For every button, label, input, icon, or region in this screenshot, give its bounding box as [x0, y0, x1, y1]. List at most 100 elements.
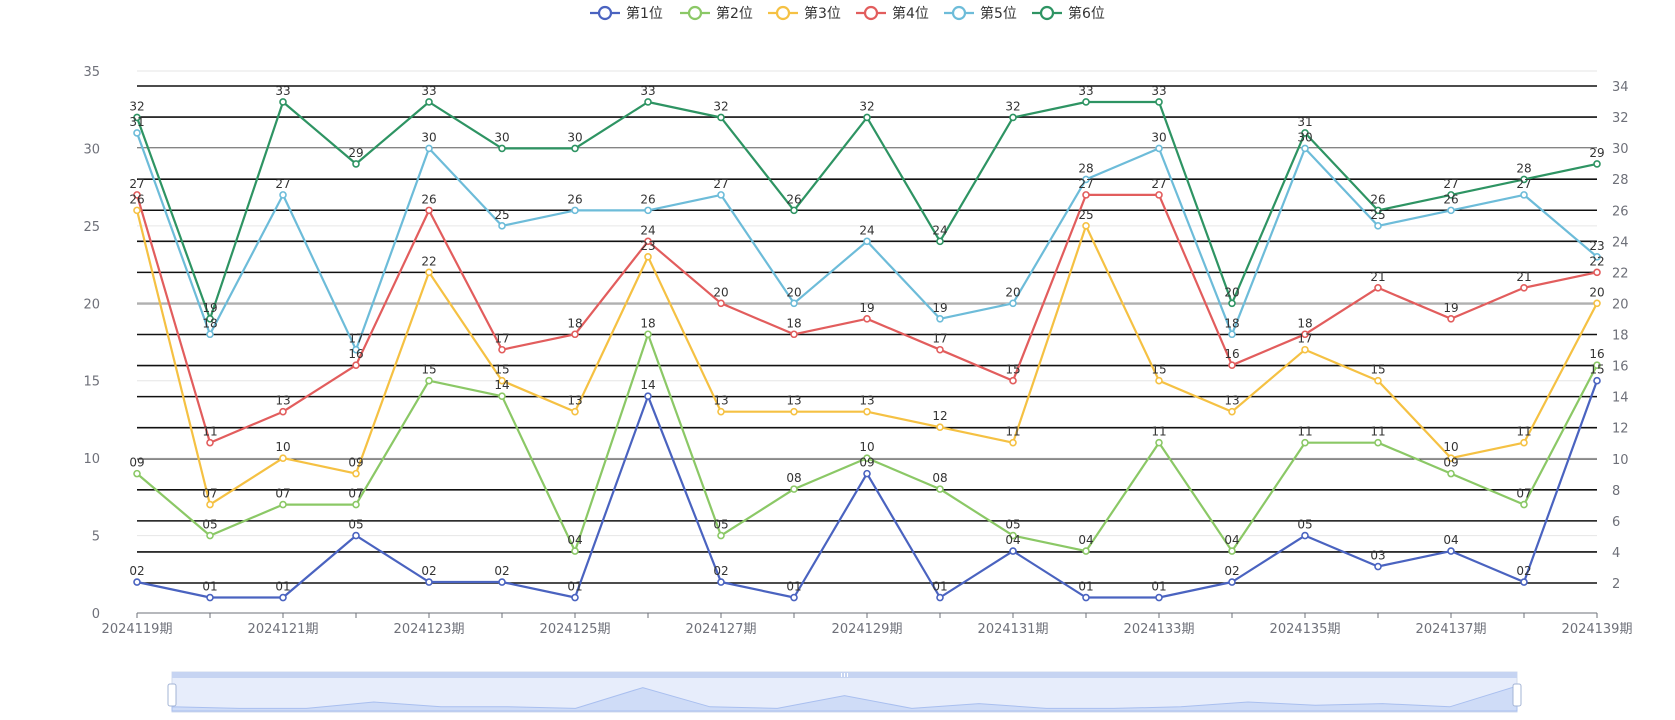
data-point[interactable]	[1082, 222, 1090, 230]
data-point[interactable]	[1082, 175, 1090, 184]
data-point[interactable]	[863, 454, 871, 462]
data-point[interactable]	[1593, 376, 1601, 385]
zoom-handle-left[interactable]	[167, 683, 177, 707]
data-point[interactable]	[1228, 299, 1236, 308]
data-point[interactable]	[644, 392, 652, 401]
data-point[interactable]	[425, 144, 433, 153]
data-point[interactable]	[206, 593, 214, 602]
data-point[interactable]	[279, 191, 287, 199]
data-point[interactable]	[1447, 469, 1455, 478]
data-point[interactable]	[498, 345, 506, 354]
data-point[interactable]	[1374, 438, 1382, 447]
zoom-handle-right[interactable]	[1512, 683, 1522, 707]
data-point[interactable]	[1520, 175, 1528, 184]
data-point[interactable]	[498, 376, 506, 385]
data-point[interactable]	[133, 578, 141, 586]
data-point[interactable]	[717, 531, 725, 540]
data-point[interactable]	[1228, 547, 1236, 555]
data-point[interactable]	[571, 330, 579, 339]
data-point[interactable]	[936, 345, 944, 354]
data-point[interactable]	[1228, 407, 1236, 416]
legend-item-1[interactable]: 第1位	[590, 5, 663, 22]
data-point[interactable]	[571, 593, 579, 602]
legend-item-3[interactable]: 第3位	[768, 5, 841, 22]
data-point[interactable]	[1520, 283, 1528, 292]
data-point[interactable]	[1301, 531, 1309, 540]
data-point[interactable]	[1447, 454, 1455, 462]
data-point[interactable]	[1009, 547, 1017, 555]
data-point[interactable]	[1301, 345, 1309, 354]
data-point[interactable]	[1082, 547, 1090, 555]
data-point[interactable]	[133, 469, 141, 478]
data-point[interactable]	[790, 206, 798, 215]
data-point[interactable]	[1593, 253, 1601, 261]
data-point[interactable]	[1301, 330, 1309, 339]
data-point[interactable]	[206, 314, 214, 323]
data-point[interactable]	[936, 314, 944, 323]
data-point[interactable]	[279, 407, 287, 416]
data-point[interactable]	[133, 206, 141, 215]
data-point[interactable]	[571, 547, 579, 555]
data-point[interactable]	[1374, 283, 1382, 292]
data-point[interactable]	[936, 237, 944, 246]
data-point[interactable]	[863, 237, 871, 246]
data-point[interactable]	[1374, 376, 1382, 385]
data-point[interactable]	[1155, 438, 1163, 447]
data-point[interactable]	[571, 407, 579, 416]
data-point[interactable]	[425, 376, 433, 385]
data-point[interactable]	[717, 578, 725, 586]
data-point[interactable]	[206, 330, 214, 339]
data-point[interactable]	[1009, 376, 1017, 385]
data-point[interactable]	[1228, 578, 1236, 586]
data-point[interactable]	[863, 407, 871, 416]
data-point[interactable]	[279, 98, 287, 106]
data-point[interactable]	[352, 361, 360, 370]
data-point[interactable]	[1155, 376, 1163, 385]
data-point[interactable]	[790, 407, 798, 416]
data-point[interactable]	[863, 113, 871, 122]
data-point[interactable]	[790, 485, 798, 493]
data-point[interactable]	[1520, 191, 1528, 199]
data-point[interactable]	[1593, 299, 1601, 308]
data-point[interactable]	[133, 129, 141, 137]
data-point[interactable]	[1009, 113, 1017, 122]
data-point[interactable]	[1155, 144, 1163, 153]
data-point[interactable]	[1447, 547, 1455, 555]
data-point[interactable]	[1374, 206, 1382, 215]
data-point[interactable]	[644, 206, 652, 215]
data-point[interactable]	[717, 407, 725, 416]
data-point[interactable]	[1082, 593, 1090, 602]
data-point[interactable]	[498, 578, 506, 586]
data-zoom-slider[interactable]	[167, 671, 1522, 713]
data-point[interactable]	[717, 113, 725, 122]
data-point[interactable]	[1374, 222, 1382, 230]
data-point[interactable]	[1301, 129, 1309, 137]
data-point[interactable]	[352, 531, 360, 540]
data-point[interactable]	[425, 206, 433, 215]
data-point[interactable]	[1009, 438, 1017, 447]
data-point[interactable]	[1593, 268, 1601, 277]
data-point[interactable]	[352, 345, 360, 354]
data-point[interactable]	[571, 144, 579, 153]
data-point[interactable]	[279, 500, 287, 509]
data-point[interactable]	[498, 392, 506, 401]
data-point[interactable]	[863, 314, 871, 323]
data-point[interactable]	[1082, 98, 1090, 106]
data-point[interactable]	[936, 485, 944, 493]
legend-item-5[interactable]: 第5位	[944, 5, 1017, 22]
data-point[interactable]	[206, 500, 214, 509]
data-point[interactable]	[1447, 314, 1455, 323]
data-point[interactable]	[1520, 578, 1528, 586]
data-point[interactable]	[644, 237, 652, 246]
data-point[interactable]	[1593, 361, 1601, 370]
data-point[interactable]	[863, 469, 871, 478]
data-point[interactable]	[1520, 500, 1528, 509]
data-point[interactable]	[1301, 438, 1309, 447]
data-point[interactable]	[352, 160, 360, 168]
data-point[interactable]	[206, 438, 214, 447]
data-point[interactable]	[644, 98, 652, 106]
data-point[interactable]	[1009, 299, 1017, 308]
data-point[interactable]	[133, 191, 141, 199]
data-point[interactable]	[1520, 438, 1528, 447]
data-point[interactable]	[1155, 593, 1163, 602]
